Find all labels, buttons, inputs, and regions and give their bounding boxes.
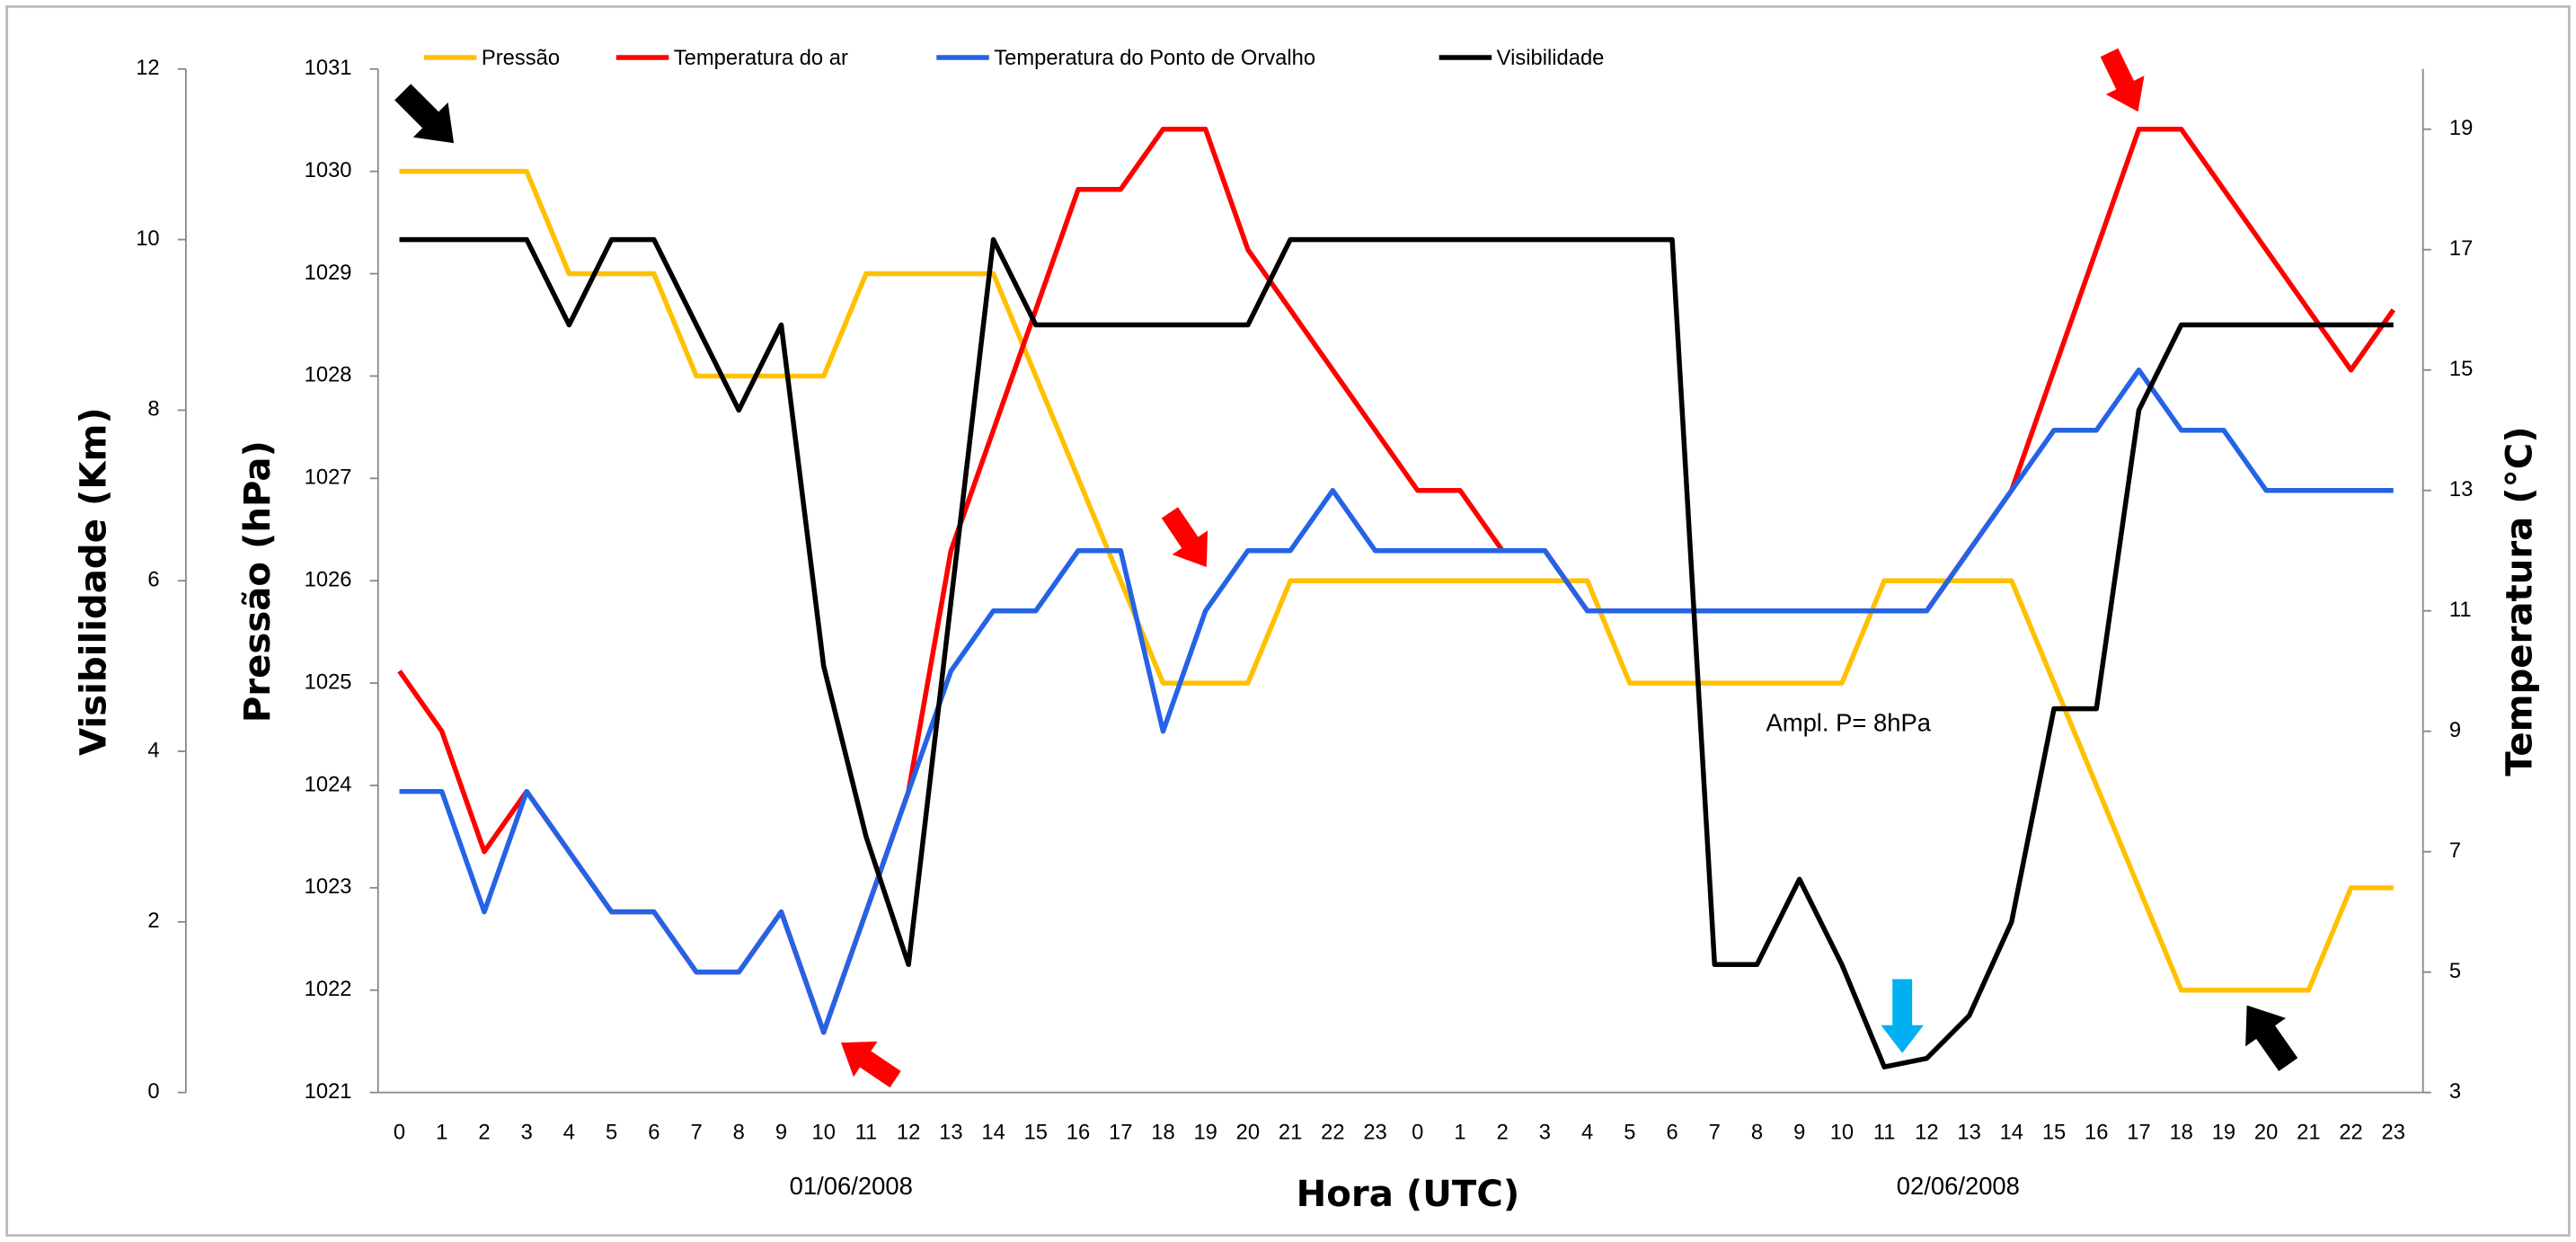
y3-tick-label: 6	[147, 567, 159, 591]
x-tick-label: 13	[1957, 1121, 1980, 1145]
series-line	[399, 168, 2394, 993]
x-tick-label: 9	[1793, 1121, 1805, 1145]
x-tick-label: 17	[2127, 1121, 2150, 1145]
x-tick-label: 20	[2254, 1121, 2278, 1145]
y-tick-label: 1029	[305, 261, 352, 285]
y3-tick-label: 10	[136, 226, 159, 251]
y3-axis-title: Visibilidade (Km)	[73, 407, 114, 756]
y2-tick-label: 11	[2449, 598, 2472, 622]
x-tick-label: 18	[2169, 1121, 2192, 1145]
y-tick-label: 1031	[305, 56, 352, 80]
x-tick-label: 10	[1830, 1121, 1854, 1145]
date-label: 02/06/2008	[1897, 1172, 2020, 1200]
x-tick-label: 4	[563, 1121, 575, 1145]
x-axis-title: Hora (UTC)	[1297, 1174, 1520, 1215]
legend-label: Pressão	[482, 46, 560, 70]
y2-tick-label: 17	[2449, 236, 2473, 261]
x-tick-label: 7	[690, 1121, 702, 1145]
x-tick-label: 21	[2297, 1121, 2320, 1145]
x-tick-label: 14	[981, 1121, 1005, 1145]
x-tick-label: 12	[1915, 1121, 1938, 1145]
x-tick-label: 15	[2042, 1121, 2066, 1145]
y2-tick-label: 13	[2449, 477, 2473, 501]
x-tick-label: 13	[939, 1121, 962, 1145]
x-tick-label: 3	[521, 1121, 533, 1145]
x-tick-label: 3	[1539, 1121, 1551, 1145]
y3-tick-label: 4	[147, 738, 159, 762]
x-tick-label: 11	[855, 1121, 878, 1145]
y-tick-label: 1021	[305, 1079, 352, 1104]
x-tick-label: 7	[1709, 1121, 1721, 1145]
x-tick-label: 14	[2000, 1121, 2023, 1145]
annotation: Ampl. P= 8hPa	[1766, 708, 1931, 736]
arrow	[2245, 1005, 2298, 1071]
x-tick-label: 5	[1624, 1121, 1635, 1145]
y2-tick-label: 15	[2449, 357, 2473, 381]
x-tick-label: 19	[1193, 1121, 1217, 1145]
x-tick-label: 23	[2382, 1121, 2405, 1145]
legend-label: Temperatura do ar	[674, 46, 848, 70]
x-tick-label: 0	[1412, 1121, 1423, 1145]
y-tick-label: 1025	[305, 670, 352, 694]
x-tick-label: 8	[733, 1121, 745, 1145]
x-tick-label: 6	[1666, 1121, 1677, 1145]
x-tick-label: 1	[1454, 1121, 1465, 1145]
x-tick-label: 22	[2339, 1121, 2362, 1145]
x-tick-label: 5	[606, 1121, 617, 1145]
x-tick-label: 4	[1581, 1121, 1593, 1145]
series-line	[399, 367, 2394, 1035]
arrow	[394, 84, 455, 144]
x-tick-label: 18	[1151, 1121, 1174, 1145]
y-tick-label: 1022	[305, 977, 352, 1001]
x-tick-label: 8	[1751, 1121, 1763, 1145]
y2-axis-title: Temperatura (°C)	[2499, 426, 2540, 776]
arrow	[1881, 979, 1924, 1053]
y3-tick-label: 12	[136, 56, 159, 80]
y-tick-label: 1023	[305, 874, 352, 899]
x-tick-label: 0	[394, 1121, 405, 1145]
y3-tick-label: 8	[147, 397, 159, 421]
y3-tick-label: 0	[147, 1079, 159, 1104]
x-tick-label: 15	[1024, 1121, 1048, 1145]
y2-tick-label: 19	[2449, 116, 2473, 140]
x-tick-label: 11	[1873, 1121, 1896, 1145]
y2-tick-label: 9	[2449, 718, 2461, 742]
x-tick-label: 17	[1109, 1121, 1132, 1145]
arrow	[2100, 48, 2145, 112]
y-tick-label: 1026	[305, 567, 352, 591]
x-tick-label: 1	[436, 1121, 447, 1145]
y-axis-title: Pressão (hPa)	[237, 440, 279, 723]
x-tick-label: 10	[811, 1121, 835, 1145]
x-tick-label: 2	[1497, 1121, 1509, 1145]
y-tick-label: 1027	[305, 466, 352, 490]
x-tick-label: 2	[478, 1121, 490, 1145]
x-tick-label: 22	[1321, 1121, 1344, 1145]
legend-label: Visibilidade	[1497, 46, 1605, 70]
series-line	[399, 236, 2394, 1069]
y2-tick-label: 5	[2449, 959, 2461, 983]
x-tick-label: 6	[648, 1121, 659, 1145]
y2-tick-label: 7	[2449, 838, 2461, 863]
x-tick-label: 16	[1067, 1121, 1090, 1145]
arrow	[1161, 507, 1208, 567]
chart-border	[5, 4, 2571, 1238]
date-label: 01/06/2008	[790, 1172, 913, 1200]
y2-tick-label: 3	[2449, 1079, 2461, 1104]
x-tick-label: 9	[775, 1121, 787, 1145]
x-tick-label: 20	[1236, 1121, 1260, 1145]
x-tick-label: 16	[2085, 1121, 2108, 1145]
y-tick-label: 1028	[305, 363, 352, 387]
legend-label: Temperatura do Ponto de Orvalho	[994, 46, 1315, 70]
y3-tick-label: 2	[147, 909, 159, 933]
x-tick-label: 21	[1279, 1121, 1302, 1145]
x-tick-label: 23	[1363, 1121, 1386, 1145]
x-tick-label: 12	[897, 1121, 920, 1145]
arrow	[840, 1041, 901, 1088]
y-tick-label: 1030	[305, 158, 352, 182]
y-tick-label: 1024	[305, 772, 352, 796]
x-tick-label: 19	[2212, 1121, 2235, 1145]
